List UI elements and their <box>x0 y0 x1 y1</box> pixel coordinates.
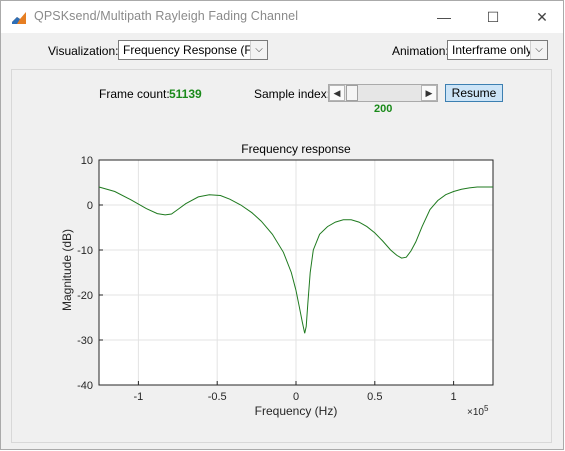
matlab-app-icon <box>11 10 27 26</box>
y-tick-label: -20 <box>77 290 93 302</box>
slider-right-arrow-icon[interactable]: ▶ <box>421 85 437 101</box>
x-tick-label: 0.5 <box>367 391 382 403</box>
x-tick-label: 0 <box>293 391 299 403</box>
visualization-label: Visualization: <box>48 44 119 58</box>
x-tick-label: -0.5 <box>208 391 227 403</box>
axes-border <box>98 159 494 386</box>
close-button[interactable]: ✕ <box>536 9 548 25</box>
title-bar[interactable]: QPSKsend/Multipath Rayleigh Fading Chann… <box>1 1 563 33</box>
y-tick-label: 10 <box>81 155 93 167</box>
frame-count-label: Frame count: <box>99 87 170 101</box>
sample-index-slider[interactable]: ◀ ▶ <box>328 84 438 102</box>
chart-title: Frequency response <box>241 142 351 156</box>
y-tick-label: -10 <box>77 245 93 257</box>
window-title: QPSKsend/Multipath Rayleigh Fading Chann… <box>34 9 299 23</box>
x-tick-label: 1 <box>451 391 457 403</box>
minimize-button[interactable]: — <box>437 9 451 25</box>
x-axis-exponent: ×105 <box>467 404 489 418</box>
chevron-down-icon: ⌵ <box>530 41 547 59</box>
y-tick-label: -40 <box>77 380 93 392</box>
y-tick-label: 0 <box>87 200 93 212</box>
magnitude-curve <box>98 186 493 334</box>
visualization-panel: Frame count: 51139 Sample index: ◀ ▶ 200… <box>11 69 552 443</box>
sample-index-label: Sample index: <box>254 87 331 101</box>
slider-thumb[interactable] <box>346 85 358 101</box>
animation-value: Interframe only <box>452 43 533 57</box>
frequency-response-chart: Frequency response -1 -0.5 0 0.5 1100-10-20-… <box>60 142 494 418</box>
frame-count-value: 51139 <box>169 87 202 101</box>
axis-ticks: -1 -0.5 0 0.5 1 10 0 -10 -20 -30 -40 <box>77 155 494 403</box>
slider-left-arrow-icon[interactable]: ◀ <box>329 85 345 101</box>
y-axis-label: Magnitude (dB) <box>60 229 74 311</box>
resume-button[interactable]: Resume <box>445 84 503 102</box>
animation-dropdown[interactable]: Interframe only ⌵ <box>447 40 548 60</box>
sample-index-value: 200 <box>374 103 393 115</box>
x-axis-label: Frequency (Hz) <box>255 404 338 418</box>
toolbar: Visualization: Frequency Response (F... … <box>1 35 563 67</box>
y-tick-label: -30 <box>77 335 93 347</box>
animation-label: Animation: <box>392 44 449 58</box>
maximize-button[interactable]: ☐ <box>486 9 500 25</box>
chevron-down-icon: ⌵ <box>250 41 267 59</box>
visualization-dropdown[interactable]: Frequency Response (F... ⌵ <box>118 40 268 60</box>
x-tick-label: -1 <box>134 391 144 403</box>
visualization-value: Frequency Response (F... <box>123 43 261 57</box>
